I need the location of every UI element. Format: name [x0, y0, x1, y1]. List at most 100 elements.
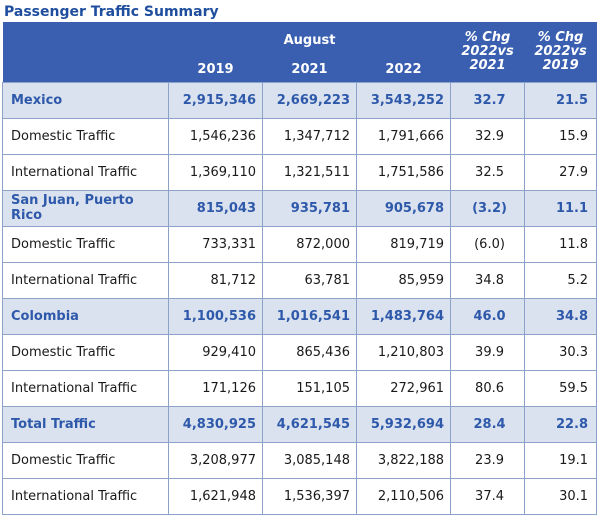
pct-chg-2019: 59.5: [524, 369, 598, 407]
pct-chg-2021: 23.9: [450, 441, 526, 479]
row-label: Domestic Traffic: [2, 225, 169, 263]
value-2022: 1,751,586: [355, 153, 452, 191]
value-2022: 1,210,803: [355, 333, 452, 371]
pct-chg-2021: 37.4: [450, 477, 526, 515]
pct-chg-2019: 30.1: [524, 477, 598, 515]
row-label: Domestic Traffic: [2, 117, 169, 155]
pct-chg-2021: 80.6: [450, 369, 526, 407]
value-2019: 3,208,977: [168, 441, 263, 479]
pct-chg-2019: 27.9: [524, 153, 598, 191]
value-2021: 63,781: [262, 261, 357, 299]
header-blank-cell: [2, 22, 169, 52]
pct-chg-2019: 19.1: [524, 441, 598, 479]
header-row-1: August % Chg 2022vs 2021 % Chg 2022vs 20…: [2, 22, 597, 82]
table-body: Mexico 2,915,346 2,669,223 3,543,252 32.7 21.…: [2, 81, 598, 515]
table-row: Domestic Traffic 1,546,236 1,347,712 1,791,…: [2, 117, 598, 155]
year-2019-header: 2019: [168, 52, 263, 82]
pct-chg-2019-header: % Chg 2022vs 2019: [524, 22, 597, 82]
pct-chg-2021-line1: % Chg: [464, 29, 511, 45]
pct-chg-2021: 32.7: [450, 81, 526, 119]
pct-chg-2021: 46.0: [450, 297, 526, 335]
value-2021: 1,347,712: [262, 117, 357, 155]
row-label: International Traffic: [2, 369, 169, 407]
value-2021: 1,321,511: [262, 153, 357, 191]
pct-chg-2019: 5.2: [524, 261, 598, 299]
value-2019: 815,043: [168, 189, 263, 227]
pct-chg-2019: 21.5: [524, 81, 598, 119]
row-label: International Traffic: [2, 153, 169, 191]
value-2019: 929,410: [168, 333, 263, 371]
value-2022: 1,791,666: [355, 117, 452, 155]
pct-chg-2021: (6.0): [450, 225, 526, 263]
value-2022: 1,483,764: [355, 297, 452, 335]
value-2021: 872,000: [262, 225, 357, 263]
year-2021-header: 2021: [262, 52, 357, 82]
pct-chg-2021: (3.2): [450, 189, 526, 227]
table-header: August % Chg 2022vs 2021 % Chg 2022vs 20…: [2, 22, 597, 82]
pct-chg-2019: 34.8: [524, 297, 598, 335]
value-2021: 935,781: [262, 189, 357, 227]
table-row-group: Colombia 1,100,536 1,016,541 1,483,764 46.0 3…: [2, 297, 598, 335]
pct-chg-2019: 11.1: [524, 189, 598, 227]
pct-chg-2019-line3: 2019: [542, 57, 579, 73]
value-2021: 2,669,223: [262, 81, 357, 119]
table-row: International Traffic 171,126 151,105 272,9…: [2, 369, 598, 407]
year-2022-header: 2022: [356, 52, 451, 82]
row-label: International Traffic: [2, 261, 169, 299]
table-row: Domestic Traffic 3,208,977 3,085,148 3,822,…: [2, 441, 598, 479]
value-2022: 2,110,506: [355, 477, 452, 515]
value-2021: 3,085,148: [262, 441, 357, 479]
pct-chg-2021: 32.9: [450, 117, 526, 155]
table-row: Domestic Traffic 929,410 865,436 1,210,803 3…: [2, 333, 598, 371]
value-2021: 1,536,397: [262, 477, 357, 515]
row-label: Domestic Traffic: [2, 333, 169, 371]
pct-chg-2021: 28.4: [450, 405, 526, 443]
value-2022: 819,719: [355, 225, 452, 263]
row-label: San Juan, Puerto Rico: [2, 189, 169, 227]
table-row: International Traffic 81,712 63,781 85,959 3…: [2, 261, 598, 299]
value-2019: 1,546,236: [168, 117, 263, 155]
value-2019: 81,712: [168, 261, 263, 299]
row-label: Domestic Traffic: [2, 441, 169, 479]
value-2019: 2,915,346: [168, 81, 263, 119]
pct-chg-2021-line2: 2022vs: [461, 43, 514, 59]
passenger-traffic-table: August % Chg 2022vs 2021 % Chg 2022vs 20…: [2, 22, 598, 515]
pct-chg-2019: 30.3: [524, 333, 598, 371]
pct-chg-2021-line3: 2021: [469, 57, 506, 73]
row-label: International Traffic: [2, 477, 169, 515]
pct-chg-2019-line2: 2022vs: [534, 43, 587, 59]
table-row: Domestic Traffic 733,331 872,000 819,719 (6.…: [2, 225, 598, 263]
row-label: Total Traffic: [2, 405, 169, 443]
value-2021: 4,621,545: [262, 405, 357, 443]
value-2019: 1,621,948: [168, 477, 263, 515]
pct-chg-2021: 32.5: [450, 153, 526, 191]
value-2019: 1,369,110: [168, 153, 263, 191]
row-label: Mexico: [2, 81, 169, 119]
value-2022: 5,932,694: [355, 405, 452, 443]
month-header: August: [168, 22, 451, 52]
value-2019: 733,331: [168, 225, 263, 263]
table-row-group: Mexico 2,915,346 2,669,223 3,543,252 32.7 21.…: [2, 81, 598, 119]
value-2022: 85,959: [355, 261, 452, 299]
header-row-2: 2019 2021 2022: [2, 52, 597, 82]
row-label: Colombia: [2, 297, 169, 335]
table-row-group: San Juan, Puerto Rico 815,043 935,781 905,6…: [2, 189, 598, 227]
value-2021: 865,436: [262, 333, 357, 371]
pct-chg-2021: 34.8: [450, 261, 526, 299]
value-2022: 272,961: [355, 369, 452, 407]
pct-chg-2021-header: % Chg 2022vs 2021: [450, 22, 525, 82]
table-row: International Traffic 1,369,110 1,321,511 1…: [2, 153, 598, 191]
pct-chg-2019: 15.9: [524, 117, 598, 155]
value-2022: 3,543,252: [355, 81, 452, 119]
value-2021: 1,016,541: [262, 297, 357, 335]
table-row: International Traffic 1,621,948 1,536,397 2…: [2, 477, 598, 515]
pct-chg-2021: 39.9: [450, 333, 526, 371]
pct-chg-2019: 11.8: [524, 225, 598, 263]
value-2019: 1,100,536: [168, 297, 263, 335]
table-title: Passenger Traffic Summary: [4, 4, 219, 20]
value-2022: 905,678: [355, 189, 452, 227]
value-2019: 171,126: [168, 369, 263, 407]
value-2019: 4,830,925: [168, 405, 263, 443]
header-blank-cell: [2, 52, 169, 82]
